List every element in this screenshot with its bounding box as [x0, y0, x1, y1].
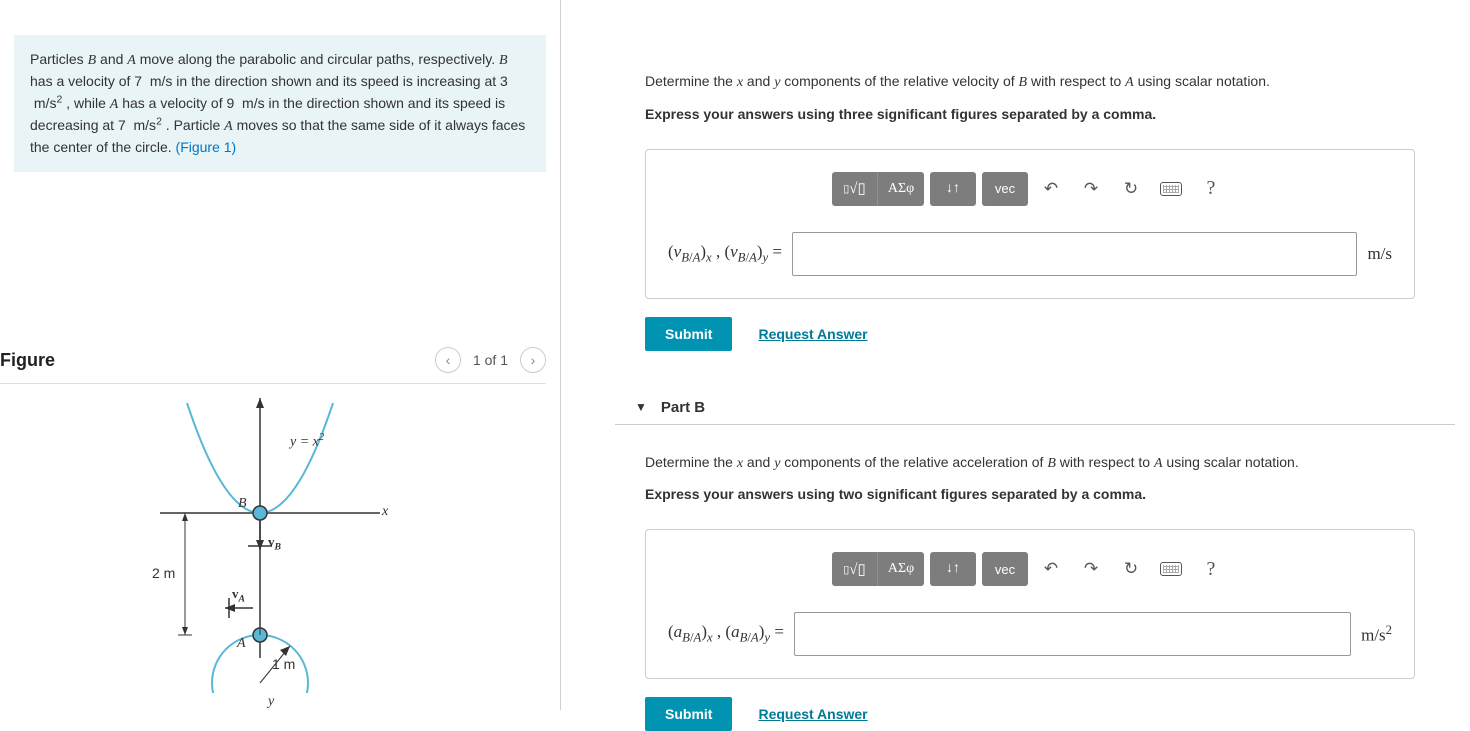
part-a-unit: m/s: [1367, 244, 1392, 264]
templates-button[interactable]: ▯√▯: [832, 552, 878, 586]
label-2m: 2 m: [152, 565, 175, 581]
figure-link[interactable]: (Figure 1): [176, 139, 237, 155]
part-b-submit-button[interactable]: Submit: [645, 697, 732, 731]
part-a-toolbar: ▯√▯ ΑΣφ ↓↑ vec ↶ ↷ ↻ ?: [668, 172, 1392, 206]
figure-title: Figure: [0, 350, 55, 371]
part-b: Determine the x and y components of the …: [645, 451, 1415, 731]
vec-button[interactable]: vec: [982, 172, 1028, 206]
label-B: B: [238, 496, 247, 512]
subscript-button[interactable]: ↓↑: [930, 172, 976, 206]
figure-nav: ‹ 1 of 1 ›: [435, 347, 546, 373]
part-b-toolbar: ▯√▯ ΑΣφ ↓↑ vec ↶ ↷ ↻ ?: [668, 552, 1392, 586]
greek-button[interactable]: ΑΣφ: [878, 172, 924, 206]
label-curve: y = x2: [290, 432, 324, 451]
label-x: x: [382, 504, 388, 520]
part-b-instruction: Express your answers using two significa…: [645, 483, 1415, 507]
vertical-divider: [560, 0, 561, 710]
label-vB: vB: [268, 534, 281, 553]
greek-button[interactable]: ΑΣφ: [878, 552, 924, 586]
part-b-request-link[interactable]: Request Answer: [758, 706, 867, 722]
figure-header: Figure ‹ 1 of 1 ›: [0, 347, 546, 384]
part-a-answer-box: ▯√▯ ΑΣφ ↓↑ vec ↶ ↷ ↻ ? (vB/A)x: [645, 149, 1415, 299]
label-vA: vA: [232, 586, 245, 605]
label-A: A: [237, 636, 246, 652]
part-a: Determine the x and y components of the …: [645, 70, 1415, 351]
undo-button[interactable]: ↶: [1034, 552, 1068, 586]
help-button[interactable]: ?: [1194, 172, 1228, 206]
part-b-input[interactable]: [794, 612, 1351, 656]
part-a-submit-button[interactable]: Submit: [645, 317, 732, 351]
subscript-button[interactable]: ↓↑: [930, 552, 976, 586]
templates-button[interactable]: ▯√▯: [832, 172, 878, 206]
figure-prev-button[interactable]: ‹: [435, 347, 461, 373]
problem-text: Particles B and A move along the parabol…: [30, 51, 525, 155]
keyboard-button[interactable]: [1154, 552, 1188, 586]
part-b-header[interactable]: ▼ Part B: [615, 399, 1455, 425]
part-a-label: (vB/A)x , (vB/A)y =: [668, 242, 782, 265]
right-panel: Determine the x and y components of the …: [595, 0, 1465, 710]
part-b-answer-box: ▯√▯ ΑΣφ ↓↑ vec ↶ ↷ ↻ ? (aB/A)x: [645, 529, 1415, 679]
part-b-unit: m/s2: [1361, 623, 1392, 646]
reset-button[interactable]: ↻: [1114, 172, 1148, 206]
part-b-prompt: Determine the x and y components of the …: [645, 451, 1415, 476]
part-a-instruction: Express your answers using three signifi…: [645, 103, 1415, 127]
redo-button[interactable]: ↷: [1074, 552, 1108, 586]
figure-diagram: y x y = x2 B vB A vA 2 m 1 m: [130, 398, 430, 693]
reset-button[interactable]: ↻: [1114, 552, 1148, 586]
undo-button[interactable]: ↶: [1034, 172, 1068, 206]
redo-button[interactable]: ↷: [1074, 172, 1108, 206]
collapse-icon: ▼: [635, 400, 647, 414]
part-a-prompt: Determine the x and y components of the …: [645, 70, 1415, 95]
vec-button[interactable]: vec: [982, 552, 1028, 586]
left-panel: Particles B and A move along the parabol…: [0, 0, 560, 710]
keyboard-button[interactable]: [1154, 172, 1188, 206]
figure-counter: 1 of 1: [473, 352, 508, 368]
part-b-label: (aB/A)x , (aB/A)y =: [668, 622, 784, 645]
part-a-input[interactable]: [792, 232, 1357, 276]
problem-statement: Particles B and A move along the parabol…: [14, 35, 546, 172]
help-button[interactable]: ?: [1194, 552, 1228, 586]
part-a-request-link[interactable]: Request Answer: [758, 326, 867, 342]
part-b-title: Part B: [661, 399, 705, 416]
figure-next-button[interactable]: ›: [520, 347, 546, 373]
label-1m: 1 m: [272, 656, 295, 672]
